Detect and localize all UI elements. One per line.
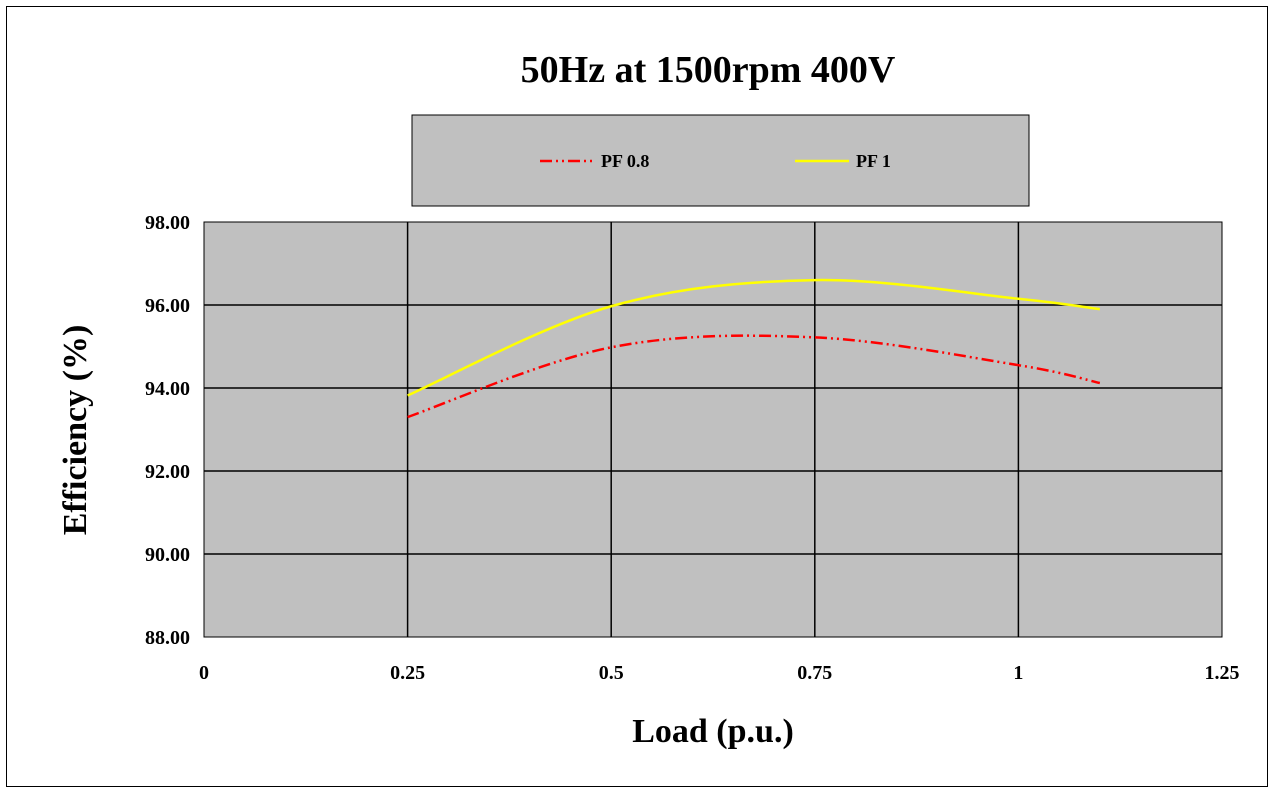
x-tick-label: 1.25 xyxy=(1205,662,1240,684)
y-tick-label: 90.00 xyxy=(145,544,190,566)
chart-title: 50Hz at 1500rpm 400V xyxy=(521,49,896,91)
legend-box xyxy=(411,114,1030,207)
legend-label-pf-1: PF 1 xyxy=(856,151,891,171)
x-tick-label: 0.5 xyxy=(599,662,624,684)
y-axis-title: Efficiency (%) xyxy=(57,325,94,536)
y-axis-ticks: 88.00 90.00 92.00 94.00 96.00 98.00 xyxy=(145,212,190,649)
y-tick-label: 98.00 xyxy=(145,212,190,234)
legend: PF 0.8 PF 1 xyxy=(411,114,1030,207)
plot-area xyxy=(203,221,1223,638)
series-layer xyxy=(407,278,1101,419)
legend-label-pf-0-8: PF 0.8 xyxy=(601,151,649,171)
y-tick-label: 96.00 xyxy=(145,295,190,317)
y-tick-label: 88.00 xyxy=(145,627,190,649)
y-tick-label: 94.00 xyxy=(145,378,190,400)
x-axis-title: Load (p.u.) xyxy=(632,713,794,750)
x-tick-label: 1 xyxy=(1013,662,1023,684)
y-tick-label: 92.00 xyxy=(145,461,190,483)
grid-lines xyxy=(204,222,1222,637)
series-line-pf-1 xyxy=(407,278,1100,397)
x-axis-ticks: 0 0.25 0.5 0.75 1 1.25 xyxy=(199,662,1240,684)
x-tick-label: 0.75 xyxy=(797,662,832,684)
x-tick-label: 0.25 xyxy=(390,662,425,684)
x-tick-label: 0 xyxy=(199,662,209,684)
series-line-pf-0-8 xyxy=(407,334,1101,419)
